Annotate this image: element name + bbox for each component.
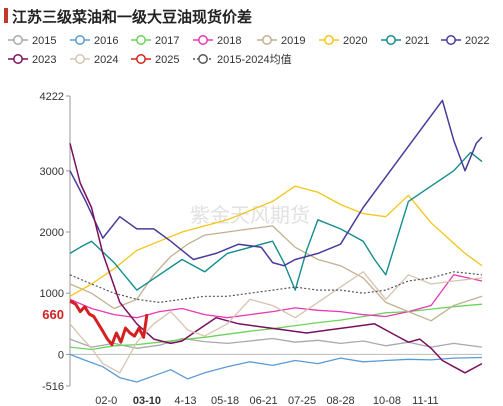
legend-circle-marker (75, 54, 85, 64)
legend-label: 2017 (155, 35, 179, 47)
legend-circle-marker (446, 35, 456, 45)
y-tick-label: 2000 (40, 227, 64, 239)
legend-label: 2019 (281, 35, 305, 47)
legend-label: 2015 (32, 35, 56, 47)
legend-circle-marker (324, 35, 334, 45)
legend-item[interactable]: 2022 (441, 35, 489, 47)
legend-item[interactable]: 2016 (70, 35, 118, 47)
series-line (69, 143, 483, 374)
x-tick-label: 4-13 (174, 395, 196, 406)
legend-circle-marker (198, 35, 208, 45)
legend-item[interactable]: 2017 (131, 35, 179, 47)
legend-label: 2020 (343, 35, 367, 47)
legend-item[interactable]: 2024 (70, 54, 118, 66)
y-tick-label: -516 (42, 381, 64, 393)
x-tick-label: 05-18 (211, 395, 239, 406)
title-accent-bar (4, 8, 8, 23)
x-tick-label: 10-08 (373, 395, 401, 406)
series-line (69, 271, 483, 374)
legend-item[interactable]: 2015 (8, 35, 56, 47)
legend-label: 2024 (94, 54, 118, 66)
legend-circle-marker (13, 54, 23, 64)
legend-circle-marker (13, 35, 23, 45)
series-line (69, 151, 483, 291)
series-line (69, 271, 483, 303)
legend-label: 2018 (217, 35, 241, 47)
series-line (69, 299, 149, 347)
legend-circle-marker (198, 54, 208, 64)
series-line (69, 353, 483, 383)
x-tick-label: 07-25 (288, 395, 316, 406)
x-tick-label: 11-11 (412, 395, 439, 406)
legend-circle-marker (136, 35, 146, 45)
legend-label: 2025 (155, 54, 179, 66)
legend-label: 2015-2024均值 (217, 53, 292, 66)
legend-item[interactable]: 2018 (193, 35, 241, 47)
y-tick-label: 1000 (40, 288, 64, 300)
legend-label: 2023 (32, 54, 56, 66)
series-line (69, 185, 483, 297)
watermark-text: 紫金天风期货 (190, 203, 310, 227)
legend-circle-marker (386, 35, 396, 45)
legend-circle-marker (136, 54, 146, 64)
legend-item[interactable]: 2020 (319, 35, 367, 47)
series-line (69, 274, 483, 319)
x-tick-label: 03-10 (133, 395, 161, 406)
x-tick-label: 08-28 (326, 395, 354, 406)
series-line (69, 99, 483, 267)
legend-item[interactable]: 2015-2024均值 (193, 53, 292, 66)
series-line (69, 225, 483, 322)
legend-circle-marker (75, 35, 85, 45)
legend-item[interactable]: 2019 (257, 35, 305, 47)
y-tick-label: 0 (58, 349, 64, 361)
legend-item[interactable]: 2021 (381, 35, 429, 47)
x-tick-label: 02-0 (95, 395, 117, 406)
x-tick-label: 06-21 (249, 395, 277, 406)
legend-label: 2021 (405, 35, 429, 47)
chart-title: 江苏三级菜油和一级大豆油现货价差 (12, 8, 253, 26)
current-value-label: 660 (42, 307, 64, 322)
y-tick-label: 3000 (40, 166, 64, 178)
legend-item[interactable]: 2025 (131, 54, 179, 66)
legend-label: 2016 (94, 35, 118, 47)
y-tick-label: 4222 (40, 91, 64, 103)
title-bar: 江苏三级菜油和一级大豆油现货价差 (0, 0, 503, 30)
legend-label: 2022 (465, 35, 489, 47)
legend-item[interactable]: 2023 (8, 54, 56, 66)
legend-circle-marker (262, 35, 272, 45)
